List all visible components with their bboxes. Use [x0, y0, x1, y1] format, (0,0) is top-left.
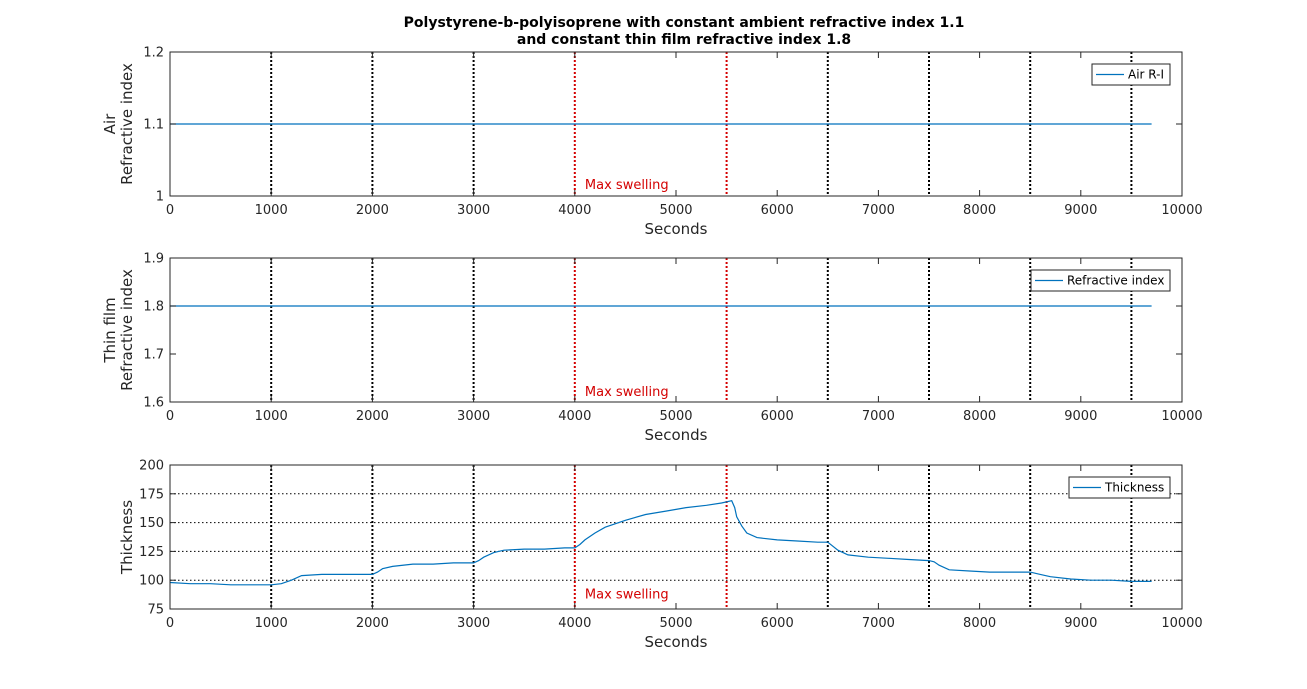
x-tick-label: 9000: [1064, 409, 1097, 424]
x-tick-label: 3000: [457, 409, 490, 424]
x-tick-label: 10000: [1161, 203, 1202, 218]
legend-entry: Thickness: [1104, 481, 1164, 495]
max-swelling-annotation: Max swelling: [585, 588, 669, 603]
y-tick-label: 1.6: [143, 396, 164, 411]
x-axis-label: Seconds: [644, 426, 707, 444]
chart-panel-1: 0 1000 2000 3000 4000 5000 6000 7000 8000 9000 100…: [101, 46, 1203, 239]
x-tick-label: 4000: [558, 203, 591, 218]
x-tick-label: 1000: [255, 203, 288, 218]
x-tick-label: 2000: [356, 409, 389, 424]
y-tick-label: 1.1: [143, 118, 164, 133]
x-tick-label: 4000: [558, 409, 591, 424]
x-tick-label: 8000: [963, 616, 996, 631]
x-tick-label: 0: [166, 203, 174, 218]
y-tick-label: 125: [139, 545, 164, 560]
x-tick-label: 3000: [457, 616, 490, 631]
x-tick-label: 3000: [457, 203, 490, 218]
y-tick-label: 100: [139, 574, 164, 589]
x-tick-label: 5000: [659, 409, 692, 424]
legend-box: [1030, 269, 1171, 292]
chart-title-line-1: Polystyrene-b-polyisoprene with constant…: [404, 15, 965, 31]
x-tick-label: 7000: [862, 409, 895, 424]
y-tick-label: 1: [156, 190, 164, 205]
x-tick-label: 7000: [862, 203, 895, 218]
y-tick-label: 1.8: [143, 300, 164, 315]
x-tick-label: 0: [166, 409, 174, 424]
x-axis-label: Seconds: [644, 220, 707, 238]
y-axis-label: Thin film: [101, 297, 119, 363]
x-tick-label: 9000: [1064, 203, 1097, 218]
plot-area: [170, 465, 1182, 609]
y-tick-label: 200: [139, 459, 164, 474]
legend: Air R-I: [1091, 63, 1171, 86]
y-axis-label: Refractive index: [118, 63, 136, 185]
legend: Refractive index: [1030, 269, 1171, 292]
x-tick-label: 1000: [255, 616, 288, 631]
legend-entry: Refractive index: [1067, 274, 1164, 288]
legend-box: [1091, 63, 1171, 86]
chart-panel-2: 0 1000 2000 3000 4000 5000 6000 7000 8000 9000 100…: [101, 252, 1203, 445]
y-axis-label: Thickness: [118, 500, 136, 575]
max-swelling-annotation: Max swelling: [585, 385, 669, 400]
y-tick-label: 1.7: [143, 348, 164, 363]
y-axis-label: Refractive index: [118, 269, 136, 391]
x-tick-label: 5000: [659, 616, 692, 631]
legend-entry: Air R-I: [1128, 68, 1164, 82]
x-tick-label: 10000: [1161, 409, 1202, 424]
y-tick-label: 1.2: [143, 46, 164, 61]
x-tick-label: 6000: [761, 409, 794, 424]
plot-area: [170, 258, 1182, 402]
y-tick-label: 1.9: [143, 252, 164, 267]
x-tick-label: 2000: [356, 616, 389, 631]
x-tick-label: 2000: [356, 203, 389, 218]
y-tick-label: 175: [139, 487, 164, 502]
x-tick-label: 6000: [761, 616, 794, 631]
x-tick-label: 4000: [558, 616, 591, 631]
legend-box: [1068, 476, 1171, 499]
x-tick-label: 7000: [862, 616, 895, 631]
x-tick-label: 1000: [255, 409, 288, 424]
y-tick-label: 75: [147, 603, 164, 618]
x-tick-label: 5000: [659, 203, 692, 218]
x-tick-label: 6000: [761, 203, 794, 218]
series-line: [169, 500, 1152, 586]
x-tick-label: 8000: [963, 409, 996, 424]
legend: Thickness: [1068, 476, 1171, 499]
x-tick-label: 0: [166, 616, 174, 631]
x-tick-label: 9000: [1064, 616, 1097, 631]
chart-panel-3: 0 1000 2000 3000 4000 5000 6000 7000 8000 9000 100…: [118, 459, 1203, 652]
x-tick-label: 8000: [963, 203, 996, 218]
chart-title-line-2: and constant thin film refractive index …: [517, 32, 851, 48]
y-tick-label: 150: [139, 516, 164, 531]
x-tick-label: 10000: [1161, 616, 1202, 631]
y-axis-label: Air: [101, 113, 119, 134]
x-axis-label: Seconds: [644, 633, 707, 651]
max-swelling-annotation: Max swelling: [585, 178, 669, 193]
